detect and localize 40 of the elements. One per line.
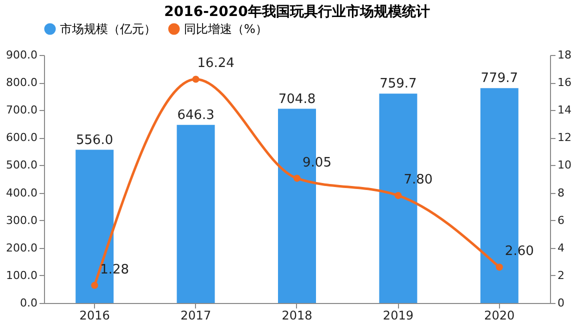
y2-tick-label: 8 [558,186,564,200]
y-tick-label: 800.0 [6,76,38,90]
y-tick-label: 900.0 [6,48,38,62]
data-label: 759.7 [380,76,417,92]
y-tick-label: 600.0 [6,131,38,144]
y-tick-label: 200.0 [6,241,38,254]
y2-tick-label: 6 [558,214,564,227]
point [192,76,200,83]
y-tick-label: 300.0 [6,214,38,227]
legend-label: 市场规模（亿元） [60,22,156,36]
point [293,174,301,182]
x-tick-label: 2016 [79,308,110,322]
x-tick-label: 2019 [382,308,414,322]
x-tick-label: 2017 [180,308,212,322]
x-tick-label: 2018 [282,308,312,322]
y2-tick-label: 18 [558,48,572,62]
point [91,282,98,289]
y-tick-label: 0.0 [20,296,38,310]
bar [176,124,215,303]
y-tick-label: 400.0 [6,186,38,200]
y2-tick-label: 2 [558,268,564,282]
y2-tick-label: 16 [558,76,572,90]
point [394,192,402,200]
data-label: 556.0 [76,132,114,148]
y-tick-label: 700.0 [6,104,38,117]
point [496,264,503,271]
chart-title: 2016-2020年我国玩具行业市场规模统计 [164,3,430,20]
y-tick-label: 100.0 [6,268,38,282]
data-label: 704.8 [278,92,316,107]
x-tick-label: 2020 [484,308,515,322]
y2-tick-label: 10 [558,158,572,172]
data-label: 779.7 [480,71,518,86]
y2-tick-label: 0 [558,296,564,310]
data-label: 16.24 [197,56,234,72]
y2-tick-label: 14 [558,104,572,117]
data-label: 646.3 [177,108,214,123]
y2-tick-label: 12 [558,131,572,144]
legend-label: 同比增速（%） [184,22,268,36]
y2-tick-label: 4 [558,241,564,254]
y-tick-label: 500.0 [6,158,38,172]
